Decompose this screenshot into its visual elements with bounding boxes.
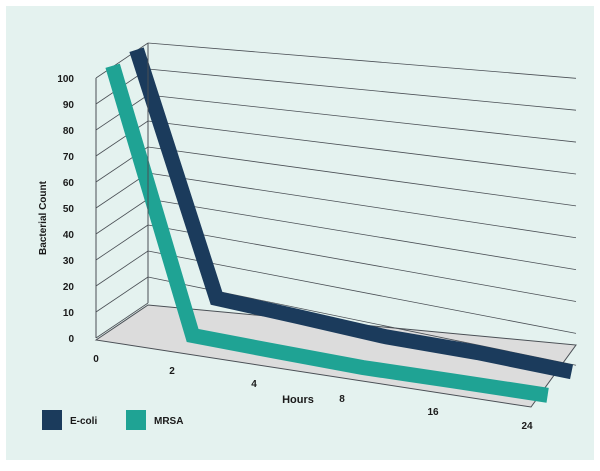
y-tick-label: 10 <box>63 308 75 319</box>
x-tick-label: 8 <box>339 394 345 405</box>
y-tick-label: 30 <box>63 256 75 267</box>
y-tick-label: 50 <box>63 204 75 215</box>
y-tick-label: 60 <box>63 178 75 189</box>
legend-label: E-coli <box>70 416 97 427</box>
y-axis-label: Bacterial Count <box>38 180 49 255</box>
legend-label: MRSA <box>154 416 183 427</box>
y-tick-label: 20 <box>63 282 75 293</box>
x-tick-label: 2 <box>169 366 175 377</box>
y-tick-label: 90 <box>63 100 75 111</box>
y-tick-label: 70 <box>63 152 75 163</box>
y-tick-label: 0 <box>68 334 74 345</box>
x-tick-label: 16 <box>427 407 439 418</box>
x-tick-label: 4 <box>251 379 257 390</box>
x-tick-label: 0 <box>93 354 99 365</box>
x-axis-label: Hours <box>282 394 314 406</box>
x-tick-label: 24 <box>521 421 533 432</box>
y-tick-label: 40 <box>63 230 75 241</box>
legend-swatch <box>126 410 146 430</box>
y-tick-label: 80 <box>63 126 75 137</box>
y-tick-label: 100 <box>57 74 74 85</box>
legend-swatch <box>42 410 62 430</box>
